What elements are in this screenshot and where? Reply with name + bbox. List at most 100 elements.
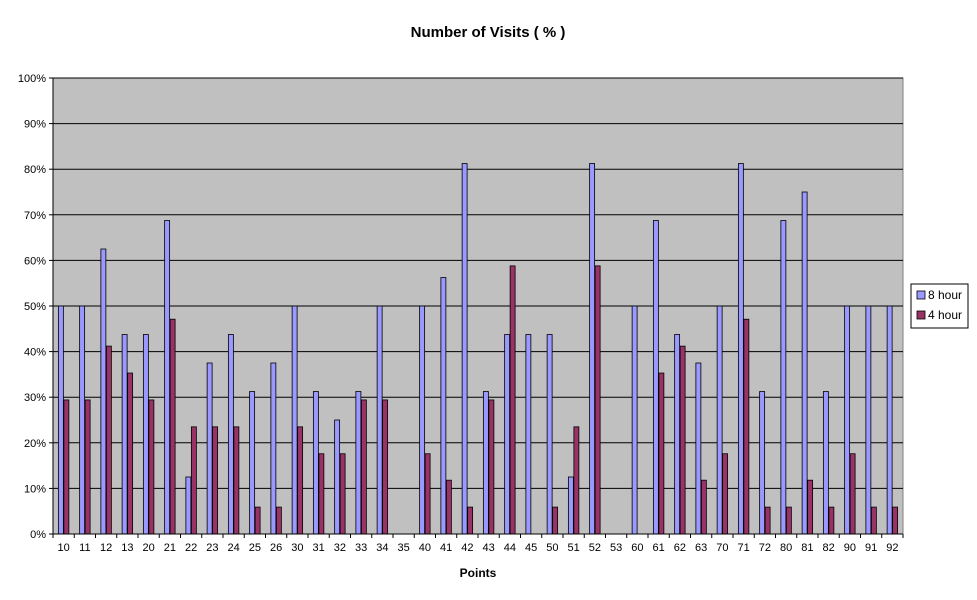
bar-series-1: [865, 305, 872, 535]
bar-series-2: [722, 453, 729, 535]
bar-series-2: [84, 399, 91, 535]
y-tick-label: 90%: [24, 119, 46, 131]
y-tick-label: 50%: [24, 301, 46, 313]
bar-series-2: [148, 399, 155, 535]
bar-series-1: [546, 334, 553, 535]
bar-series-2: [382, 399, 389, 535]
bar-series-1: [57, 305, 64, 535]
x-tick-label: 60: [631, 542, 643, 554]
bar-series-2: [424, 453, 431, 535]
bar-series-1: [334, 419, 341, 535]
x-tick-label: 51: [568, 542, 580, 554]
bar-series-2: [360, 399, 367, 535]
x-tick-label: 21: [164, 542, 176, 554]
bar-series-2: [318, 453, 325, 535]
x-tick-label: 34: [376, 542, 388, 554]
x-tick-label: 24: [228, 542, 240, 554]
bar-series-1: [355, 391, 362, 535]
x-tick-label: 82: [823, 542, 835, 554]
x-tick-label: 22: [185, 542, 197, 554]
x-tick-label: 72: [759, 542, 771, 554]
x-tick-label: 26: [270, 542, 282, 554]
y-tick-label: 100%: [18, 73, 46, 85]
x-tick-label: 52: [589, 542, 601, 554]
bar-series-2: [849, 453, 856, 535]
bar-series-2: [807, 479, 814, 535]
y-axis: 0% 10% 20% 30% 40% 50% 60% 70% 80% 90% 100%: [18, 73, 54, 541]
bar-series-2: [594, 265, 601, 535]
x-tick-label: 10: [58, 542, 70, 554]
x-tick-label: 45: [525, 542, 537, 554]
bar-series-2: [297, 426, 304, 535]
y-tick-label: 80%: [24, 164, 46, 176]
x-axis: 10 11 12 13 20 21 22 23 24 25 26 30 31 32 33 34 35 40 41 42…: [52, 533, 904, 554]
bar-series-2: [339, 453, 346, 535]
x-tick-label: 42: [461, 542, 473, 554]
bar-series-1: [780, 220, 787, 535]
bar-series-1: [759, 391, 766, 535]
x-tick-label: 41: [440, 542, 452, 554]
x-tick-label: 13: [121, 542, 133, 554]
x-tick-label: 25: [249, 542, 261, 554]
bar-series-2: [679, 345, 686, 535]
bar-series-1: [589, 163, 596, 535]
bar-series-1: [164, 220, 171, 535]
x-tick-label: 40: [419, 542, 431, 554]
y-tick-label: 20%: [24, 438, 46, 450]
y-tick-label: 30%: [24, 392, 46, 404]
bar-series-2: [743, 318, 750, 535]
x-tick-label: 31: [313, 542, 325, 554]
bar-series-2: [828, 506, 835, 535]
x-tick-label: 71: [738, 542, 750, 554]
x-tick-label: 23: [206, 542, 218, 554]
x-tick-label: 90: [844, 542, 856, 554]
bar-series-1: [631, 305, 638, 535]
bar-series-1: [419, 305, 426, 535]
bar-series-1: [376, 305, 383, 535]
bar-series-1: [801, 191, 808, 535]
x-tick-label: 61: [653, 542, 665, 554]
bar-series-1: [100, 248, 107, 535]
x-tick-label: 50: [546, 542, 558, 554]
x-tick-label: 33: [355, 542, 367, 554]
bar-series-1: [461, 163, 468, 535]
bar-series-2: [212, 426, 219, 535]
y-tick-label: 10%: [24, 483, 46, 495]
x-tick-label: 91: [865, 542, 877, 554]
bar-series-2: [552, 506, 559, 535]
bar-series-1: [185, 476, 192, 535]
bar-series-2: [445, 479, 452, 535]
x-tick-label: 32: [334, 542, 346, 554]
bar-series-2: [275, 506, 282, 535]
bar-series-1: [674, 334, 681, 535]
chart-title: Number of Visits ( % ): [411, 24, 566, 41]
y-tick-label: 60%: [24, 255, 46, 267]
bar-series-2: [892, 506, 899, 535]
x-tick-label: 63: [695, 542, 707, 554]
bar-series-2: [488, 399, 495, 535]
bar-series-2: [573, 426, 580, 535]
bar-series-1: [525, 334, 532, 535]
bar-series-1: [844, 305, 851, 535]
legend-label: 4 hour: [928, 308, 962, 322]
bar-series-2: [63, 399, 70, 535]
bar-series-2: [509, 265, 516, 535]
x-tick-label: 30: [291, 542, 303, 554]
bar-series-2: [254, 506, 261, 535]
x-tick-label: 12: [100, 542, 112, 554]
bar-series-1: [482, 391, 489, 535]
bar-series-2: [127, 372, 134, 535]
legend-swatch: [916, 290, 926, 300]
bar-series-1: [312, 391, 319, 535]
x-tick-label: 11: [79, 542, 90, 554]
bar-series-2: [169, 318, 176, 535]
x-tick-label: 81: [801, 542, 813, 554]
bar-series-1: [227, 334, 234, 535]
bar-series-2: [467, 506, 474, 535]
x-tick-label: 53: [610, 542, 622, 554]
bar-series-1: [121, 334, 128, 535]
bar-series-2: [658, 372, 665, 535]
x-tick-label: 92: [886, 542, 898, 554]
bar-series-2: [190, 426, 197, 535]
